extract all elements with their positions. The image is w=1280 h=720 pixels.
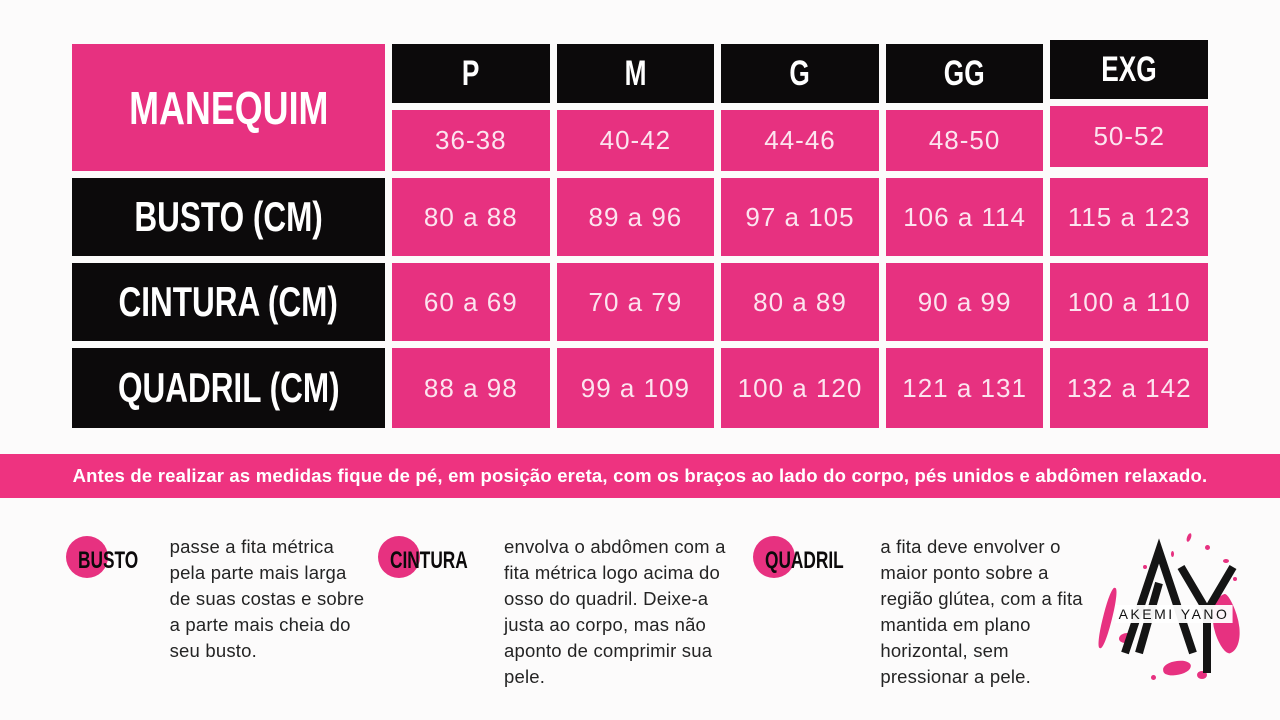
manequim-corner-cell: MANEQUIM	[72, 44, 385, 171]
quadril-value-g: 100 a 120	[721, 348, 879, 428]
measurement-note-text: Antes de realizar as medidas fique de pé…	[72, 465, 1208, 486]
size-header-exg: EXG	[1050, 40, 1208, 99]
akemi-yano-logo: AKEMI YANO	[1095, 525, 1253, 705]
size-range-gg: 48-50	[885, 110, 1044, 171]
size-header-g: G	[721, 44, 879, 103]
paint-dot-decoration	[1143, 565, 1147, 569]
size-header-p: P	[392, 44, 550, 103]
row-label-quadril: QUADRIL (CM)	[72, 348, 385, 428]
instruction-quadril: QUADRIL a fita deve envolver o maior pon…	[753, 532, 1102, 690]
cintura-value-exg: 100 a 110	[1050, 263, 1208, 341]
manequim-label: MANEQUIM	[128, 81, 329, 134]
quadril-value-gg: 121 a 131	[885, 348, 1044, 428]
size-header-gg: GG	[885, 44, 1044, 103]
busto-badge: BUSTO	[66, 532, 162, 580]
busto-value-g: 97 a 105	[721, 178, 879, 256]
quadril-badge: QUADRIL	[753, 532, 874, 580]
quadril-value-p: 88 a 98	[392, 348, 550, 428]
row-label-cintura: CINTURA (CM)	[72, 263, 385, 341]
busto-instruction-text: passe a fita métrica pela parte mais lar…	[169, 536, 365, 661]
size-range-m: 40-42	[556, 110, 715, 171]
paint-dot-decoration	[1233, 577, 1237, 581]
pink-circle-icon	[66, 536, 108, 578]
pink-circle-icon	[378, 536, 420, 578]
busto-badge-title: BUSTO	[78, 547, 139, 574]
size-range-g: 44-46	[721, 110, 879, 171]
cintura-value-m: 70 a 79	[556, 263, 715, 341]
row-label-busto: BUSTO (CM)	[72, 178, 385, 256]
paint-dot-decoration	[1151, 675, 1156, 680]
brand-name-text: AKEMI YANO	[1115, 605, 1233, 623]
paint-dot-decoration	[1205, 545, 1210, 550]
quadril-instruction-text: a fita deve envolver o maior ponto sobre…	[880, 536, 1083, 687]
paint-dot-decoration	[1223, 559, 1229, 563]
instruction-cintura: CINTURA envolva o abdômen com a fita mét…	[378, 532, 746, 690]
quadril-badge-title: QUADRIL	[765, 547, 844, 574]
size-range-p: 36-38	[392, 110, 550, 171]
paint-splatter-decoration	[1197, 671, 1207, 679]
quadril-value-exg: 132 a 142	[1050, 348, 1208, 428]
cintura-badge-title: CINTURA	[390, 547, 468, 574]
busto-value-m: 89 a 96	[556, 178, 715, 256]
cintura-badge: CINTURA	[378, 532, 498, 580]
quadril-value-m: 99 a 109	[556, 348, 715, 428]
busto-value-gg: 106 a 114	[885, 178, 1044, 256]
busto-value-p: 80 a 88	[392, 178, 550, 256]
size-chart-table: MANEQUIM P M G GG EXG 36-38 40-42 44-46 …	[72, 40, 1208, 428]
measurement-note-banner: Antes de realizar as medidas fique de pé…	[0, 454, 1280, 498]
pink-circle-icon	[753, 536, 795, 578]
cintura-value-gg: 90 a 99	[885, 263, 1044, 341]
cintura-value-g: 80 a 89	[721, 263, 879, 341]
size-header-m: M	[556, 44, 715, 103]
cintura-instruction-text: envolva o abdômen com a fita métrica log…	[504, 536, 726, 687]
instruction-busto: BUSTO passe a fita métrica pela parte ma…	[66, 532, 366, 664]
paint-dot-decoration	[1171, 551, 1174, 557]
cintura-value-p: 60 a 69	[392, 263, 550, 341]
busto-value-exg: 115 a 123	[1050, 178, 1208, 256]
size-range-exg: 50-52	[1050, 106, 1208, 167]
